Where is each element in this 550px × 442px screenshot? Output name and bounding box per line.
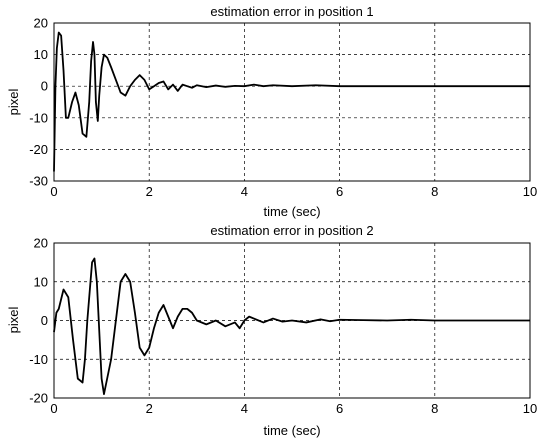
y-tick-label: 10 bbox=[34, 274, 48, 289]
x-tick-label: 2 bbox=[146, 184, 153, 199]
x-tick-label: 0 bbox=[50, 184, 57, 199]
y-tick-label: -10 bbox=[29, 110, 48, 125]
y-tick-label: 0 bbox=[41, 79, 48, 94]
y-tick-label: 0 bbox=[41, 313, 48, 328]
chart-title-1: estimation error in position 1 bbox=[210, 4, 373, 19]
series-line-1 bbox=[53, 31, 530, 172]
chart-title-2: estimation error in position 2 bbox=[210, 223, 373, 238]
x-axis-label-2: time (sec) bbox=[263, 423, 320, 438]
x-tick-label: 4 bbox=[241, 184, 248, 199]
x-tick-label: 2 bbox=[146, 401, 153, 416]
x-tick-label: 0 bbox=[50, 401, 57, 416]
y-tick-label: -20 bbox=[29, 391, 48, 406]
x-axis-label-1: time (sec) bbox=[263, 204, 320, 219]
axis-ticks-2: 0 2 4 6 8 10 -20 -10 0 10 20 bbox=[29, 236, 537, 417]
y-axis-label-2: pixel bbox=[6, 307, 21, 334]
y-tick-label: 20 bbox=[34, 236, 48, 251]
x-tick-label: 8 bbox=[431, 184, 438, 199]
series-line-2 bbox=[53, 257, 530, 396]
y-tick-label: 20 bbox=[34, 16, 48, 31]
chart-panel-1: estimation error in position 1 time (sec… bbox=[6, 4, 537, 219]
x-tick-label: 10 bbox=[523, 401, 537, 416]
x-tick-label: 6 bbox=[336, 401, 343, 416]
x-tick-label: 4 bbox=[241, 401, 248, 416]
plot-area-1 bbox=[53, 22, 531, 182]
chart-panel-2: estimation error in position 2 time (sec… bbox=[6, 223, 537, 438]
x-tick-label: 10 bbox=[523, 184, 537, 199]
y-tick-label: -20 bbox=[29, 142, 48, 157]
y-tick-label: -10 bbox=[29, 352, 48, 367]
x-tick-label: 6 bbox=[336, 184, 343, 199]
x-tick-label: 8 bbox=[431, 401, 438, 416]
y-tick-label: 10 bbox=[34, 47, 48, 62]
y-tick-label: -30 bbox=[29, 174, 48, 189]
y-axis-label-1: pixel bbox=[6, 89, 21, 116]
axis-ticks-1: 0 2 4 6 8 10 -30 -20 -10 0 10 20 bbox=[29, 16, 537, 200]
